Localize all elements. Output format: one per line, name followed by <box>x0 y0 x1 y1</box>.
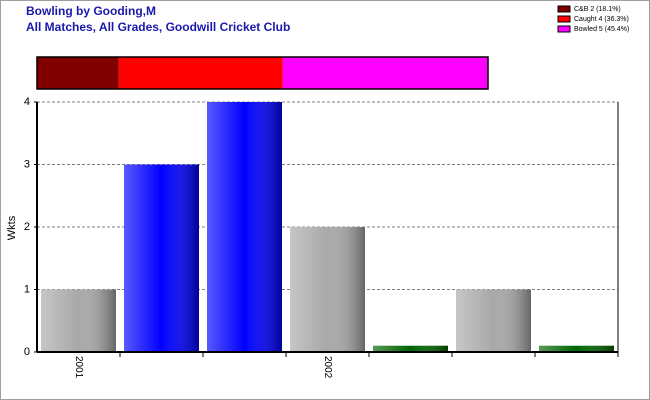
y-axis-label: Wkts <box>6 215 18 240</box>
bar-shade <box>124 164 199 352</box>
strip-segment <box>118 57 283 89</box>
legend-swatch <box>557 5 571 13</box>
x-tick-label: 2001 <box>73 356 84 379</box>
y-tick-label: 2 <box>24 221 30 233</box>
y-tick-label: 3 <box>24 158 30 170</box>
bar-shade <box>373 345 448 352</box>
strip-border <box>36 56 489 90</box>
legend-label: Caught 4 (36.3%) <box>574 16 629 23</box>
strip-segment <box>37 57 119 89</box>
bar-shade <box>41 289 116 352</box>
y-tick-label: 0 <box>24 346 30 358</box>
chart-title: Bowling by Gooding,M <box>26 4 156 18</box>
y-tick-label: 4 <box>24 96 30 108</box>
bar-shade <box>456 289 531 352</box>
legend-label: Bowled 5 (45.4%) <box>574 26 629 33</box>
legend-swatch <box>557 15 571 23</box>
bar-shade <box>207 102 282 352</box>
bar-shade <box>539 345 614 352</box>
legend-swatch <box>557 25 571 33</box>
strip-segment <box>282 57 488 89</box>
x-tick-label: 2002 <box>322 356 333 379</box>
chart-subtitle: All Matches, All Grades, Goodwill Cricke… <box>26 20 290 34</box>
y-tick-label: 1 <box>24 283 30 295</box>
bar-shade <box>290 227 365 352</box>
legend-label: C&B 2 (18.1%) <box>574 6 621 13</box>
